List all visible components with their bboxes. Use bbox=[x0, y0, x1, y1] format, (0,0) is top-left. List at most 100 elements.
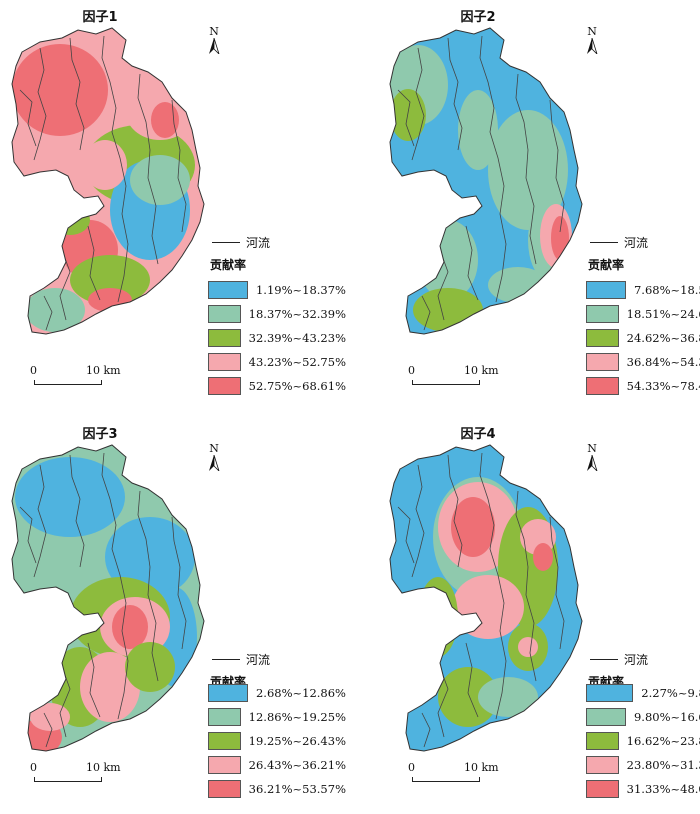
zone-patch bbox=[70, 255, 150, 305]
factor2-panel: 因子2 N 河流 贡献率 7.68%~18.51% 18.51%~24.62% … bbox=[378, 0, 700, 397]
factor4-title: 因子4 bbox=[460, 427, 496, 442]
legend-label: 52.75%~68.61% bbox=[248, 379, 346, 393]
river-line bbox=[465, 642, 479, 718]
legend-item: 26.43%~36.21% bbox=[208, 755, 346, 775]
legend-item: 16.62%~23.80% bbox=[586, 731, 700, 751]
legend-swatch bbox=[586, 780, 619, 798]
scale-zero: 0 bbox=[408, 364, 415, 377]
river-line bbox=[69, 454, 85, 568]
river-label: 河流 bbox=[624, 236, 649, 250]
river-line bbox=[479, 452, 507, 720]
legend-swatch bbox=[586, 732, 619, 750]
legend-swatch bbox=[208, 353, 241, 371]
river-line bbox=[69, 37, 85, 151]
factor2-title: 因子2 bbox=[460, 10, 496, 25]
zone-patch bbox=[15, 457, 125, 537]
river-line bbox=[87, 642, 101, 718]
river-line bbox=[33, 464, 47, 578]
river-line bbox=[43, 295, 53, 331]
river-line-icon bbox=[212, 659, 240, 660]
zone-patch bbox=[438, 667, 498, 727]
river-line bbox=[447, 37, 463, 151]
river-line bbox=[19, 506, 37, 564]
zone-patch bbox=[25, 288, 85, 332]
scale-length: 10 km bbox=[464, 364, 499, 377]
river-line bbox=[171, 99, 187, 233]
region-boundary bbox=[11, 444, 205, 752]
legend-item: 7.68%~18.51% bbox=[586, 280, 700, 300]
river-line-icon bbox=[212, 242, 240, 243]
scale-bar: 0 10 km bbox=[30, 761, 140, 785]
scale-bar: 0 10 km bbox=[408, 761, 518, 785]
legend-item: 43.23%~52.75% bbox=[208, 352, 346, 372]
north-label: N bbox=[209, 442, 219, 455]
river-line bbox=[101, 35, 129, 303]
factor3-title: 因子3 bbox=[82, 427, 118, 442]
zone-patch bbox=[151, 102, 179, 138]
legend-item: 1.19%~18.37% bbox=[208, 280, 346, 300]
river-line bbox=[43, 712, 53, 748]
north-arrow-icon: N bbox=[584, 26, 600, 58]
north-label: N bbox=[209, 25, 219, 38]
legend-item: 23.80%~31.33% bbox=[586, 755, 700, 775]
river-line bbox=[549, 516, 565, 650]
scale-zero: 0 bbox=[30, 761, 37, 774]
legend-item: 2.27%~9.80% bbox=[586, 683, 700, 703]
factor1-panel: 因子1 N 河流 贡献率 1.19%~18.37% 18.37%~32.39% … bbox=[0, 0, 350, 397]
river-line bbox=[465, 225, 479, 301]
zone-patch bbox=[50, 205, 90, 235]
legend-label: 23.80%~31.33% bbox=[626, 758, 700, 772]
legend-label: 18.37%~32.39% bbox=[248, 307, 346, 321]
legend-title: 贡献率 bbox=[588, 258, 625, 272]
factor3-panel: 因子3 N 河流 贡献率 2.68%~12.86% 12.86%~19.25% … bbox=[0, 417, 350, 814]
river-line bbox=[515, 490, 537, 682]
legend-swatch bbox=[586, 281, 626, 299]
legend-label: 12.86%~19.25% bbox=[248, 710, 346, 724]
zone-patch bbox=[451, 497, 495, 557]
zone-patch bbox=[12, 44, 108, 136]
scale-zero: 0 bbox=[408, 761, 415, 774]
legend-swatch bbox=[208, 377, 241, 395]
zone-patch bbox=[413, 288, 483, 332]
legend-item: 31.33%~48.02% bbox=[586, 779, 700, 799]
legend-swatch bbox=[208, 732, 241, 750]
river-label: 河流 bbox=[246, 236, 271, 250]
river-line bbox=[411, 464, 425, 578]
zone-patch bbox=[518, 637, 538, 657]
north-label: N bbox=[587, 25, 597, 38]
legend-swatch bbox=[586, 305, 619, 323]
legend-swatch bbox=[586, 708, 626, 726]
legend-swatch bbox=[208, 305, 241, 323]
region-boundary bbox=[389, 27, 583, 335]
legend-swatch bbox=[208, 708, 241, 726]
legend-item: 32.39%~43.23% bbox=[208, 328, 346, 348]
legend-swatch bbox=[208, 756, 241, 774]
legend-label: 2.68%~12.86% bbox=[255, 686, 346, 700]
legend-item: 18.37%~32.39% bbox=[208, 304, 346, 324]
zone-patch bbox=[88, 288, 132, 312]
river-label: 河流 bbox=[624, 653, 649, 667]
scale-zero: 0 bbox=[30, 364, 37, 377]
river-line bbox=[515, 73, 537, 265]
river-line bbox=[479, 35, 507, 303]
zone-patch bbox=[551, 216, 569, 260]
legend-label: 43.23%~52.75% bbox=[248, 355, 346, 369]
north-arrow-icon: N bbox=[206, 443, 222, 475]
factor2-map bbox=[389, 27, 583, 335]
river-line bbox=[549, 99, 565, 233]
scale-length: 10 km bbox=[86, 761, 121, 774]
legend-label: 19.25%~26.43% bbox=[248, 734, 346, 748]
zone-patch bbox=[30, 703, 70, 731]
legend-item: 24.62%~36.84% bbox=[586, 328, 700, 348]
zone-patch bbox=[83, 140, 127, 190]
zone-patch bbox=[130, 155, 190, 205]
legend-swatch bbox=[208, 780, 241, 798]
factor3-map bbox=[11, 444, 205, 752]
scale-bar: 0 10 km bbox=[30, 364, 140, 388]
river-line bbox=[421, 712, 431, 748]
river-line bbox=[19, 89, 37, 147]
legend-item: 36.21%~53.57% bbox=[208, 779, 346, 799]
factor1-map bbox=[11, 27, 205, 335]
river-line-icon bbox=[590, 242, 618, 243]
scale-length: 10 km bbox=[464, 761, 499, 774]
